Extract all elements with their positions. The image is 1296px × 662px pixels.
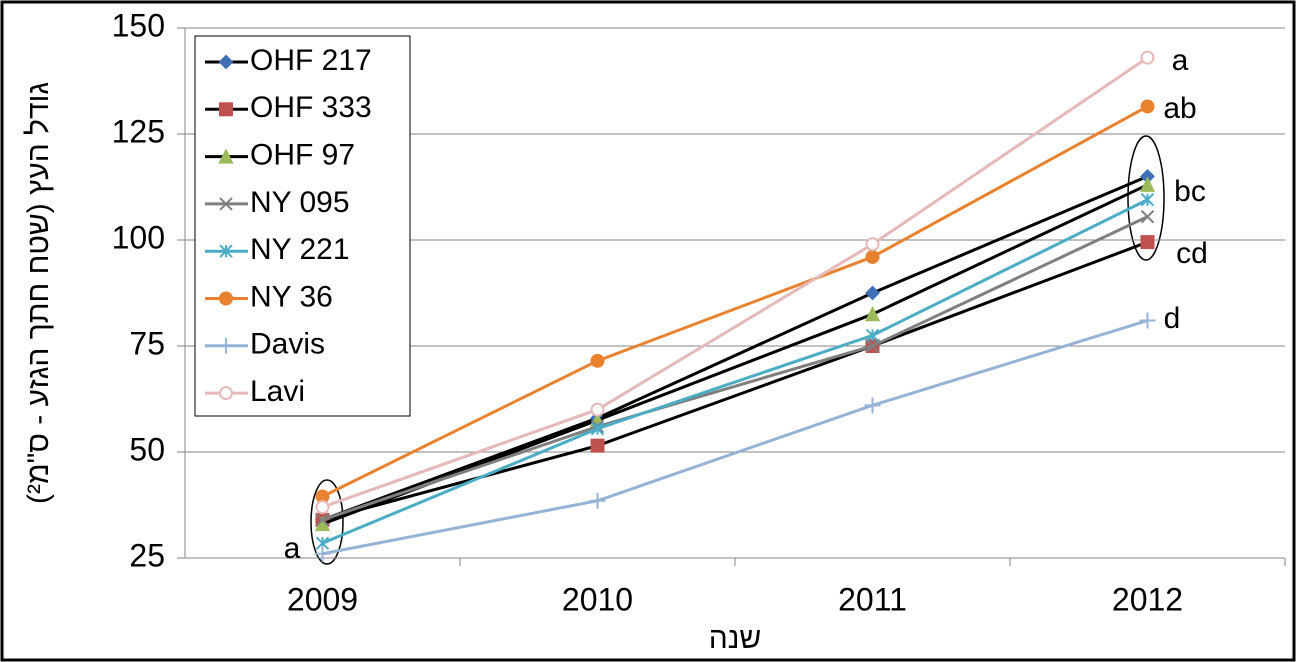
- x-axis-label: שנה: [709, 622, 762, 655]
- legend-label: NY 36: [250, 280, 333, 313]
- legend: OHF 217 OHF 333 OHF 97 NY 095 NY 221 NY 36 Dav…: [194, 35, 411, 417]
- legend-label: OHF 217: [250, 44, 372, 77]
- annotation: a: [1172, 44, 1189, 77]
- annotation: ab: [1163, 92, 1196, 125]
- x-tick-label: 2012: [1112, 581, 1183, 617]
- marker: [590, 353, 605, 368]
- marker: [589, 492, 606, 509]
- series-line: [322, 215, 1149, 522]
- marker: [315, 513, 330, 527]
- marker: [865, 285, 880, 301]
- marker: [865, 249, 880, 264]
- y-tick-label: 125: [112, 113, 165, 149]
- marker: [219, 291, 233, 306]
- marker: [219, 197, 233, 211]
- series-line: [321, 198, 1149, 545]
- marker: [315, 500, 330, 515]
- series-line: [322, 319, 1148, 556]
- marker: [219, 244, 233, 258]
- marker: [218, 54, 234, 70]
- x-tick-label: 2011: [838, 581, 907, 617]
- marker: [865, 339, 880, 353]
- annotation: bc: [1174, 175, 1206, 208]
- y-tick-label: 25: [129, 537, 165, 573]
- series-line: [321, 56, 1149, 509]
- y-tick-label: 150: [112, 7, 165, 43]
- highlight-ellipse: [1127, 135, 1165, 261]
- y-tick-label: 75: [129, 325, 165, 361]
- legend-label: Davis: [250, 328, 325, 361]
- marker: [218, 337, 234, 354]
- series-line: [321, 175, 1149, 522]
- marker: [1140, 50, 1155, 65]
- marker: [219, 102, 233, 117]
- marker: [865, 237, 880, 252]
- legend-label: Lavi: [250, 375, 305, 408]
- legend-label: OHF 97: [250, 139, 355, 172]
- marker: [314, 545, 331, 562]
- marker: [1140, 193, 1155, 207]
- marker: [1139, 312, 1156, 329]
- marker: [1140, 209, 1155, 224]
- marker: [1139, 176, 1156, 192]
- marker: [590, 421, 605, 436]
- x-tick-label: 2009: [287, 581, 358, 617]
- marker: [219, 386, 233, 401]
- marker: [865, 328, 880, 343]
- marker: [1140, 99, 1155, 114]
- y-axis-label: גודל העץ (שטח חתך הגזע - ס"מ²): [22, 82, 55, 504]
- legend-label: NY 095: [250, 186, 350, 219]
- y-tick-label: 50: [129, 431, 165, 467]
- annotation: a: [284, 532, 301, 565]
- annotation: cd: [1176, 237, 1208, 270]
- legend-label: OHF 333: [250, 91, 372, 124]
- marker: [590, 402, 605, 417]
- marker: [864, 397, 881, 414]
- marker: [864, 305, 881, 322]
- y-tick-label: 100: [112, 219, 165, 255]
- legend-label: NY 221: [250, 233, 350, 266]
- highlight-ellipse: [310, 479, 344, 565]
- legend-box: [194, 35, 411, 417]
- marker: [218, 148, 234, 164]
- series-line: [321, 105, 1149, 498]
- marker: [1140, 235, 1155, 250]
- x-tick-label: 2010: [562, 581, 633, 617]
- marker: [590, 438, 605, 453]
- series-line: [322, 240, 1149, 522]
- annotation: d: [1164, 302, 1181, 335]
